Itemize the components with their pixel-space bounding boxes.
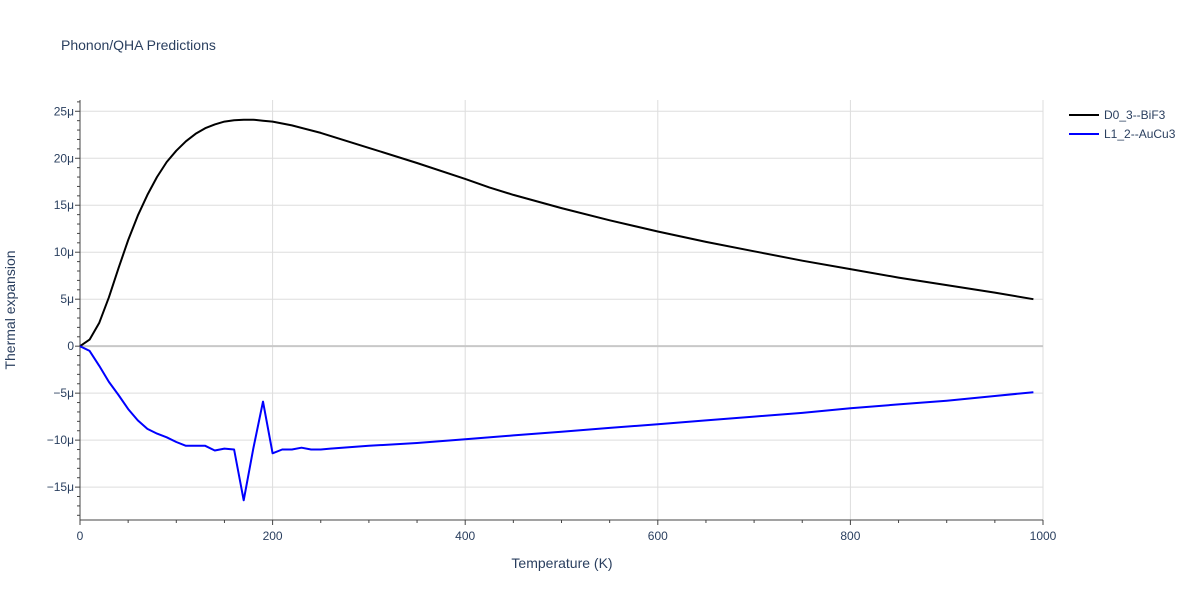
y-tick-label: 25μ [54,104,74,118]
x-tick-label: 800 [840,529,860,543]
y-tick-label: 10μ [54,245,74,259]
y-tick-label: 20μ [54,151,74,165]
x-tick-label: 0 [77,529,84,543]
y-tick-label: −15μ [47,480,74,494]
series-layer [79,118,1034,502]
series-line-l1-2-aucu3 [79,345,1034,502]
tick-label-layer: 0 200 400 600 800 1000 −15μ −10μ −5μ 0 5μ 10μ 15μ 20μ… [47,104,1057,543]
y-tick-label: −5μ [53,386,74,400]
y-tick-label: −10μ [47,433,74,447]
y-tick-label: 15μ [54,198,74,212]
x-tick-label: 200 [263,529,283,543]
y-axis-title: Thermal expansion [2,250,18,369]
x-tick-label: 400 [455,529,475,543]
chart-title: Phonon/QHA Predictions [61,37,216,53]
y-tick-label: 0 [67,339,74,353]
legend-item-l1-2-aucu3[interactable]: L1_2--AuCu3 [1069,127,1176,141]
legend-label-d0-3-bif3: D0_3--BiF3 [1104,108,1166,122]
x-axis-title: Temperature (K) [511,555,612,571]
series-line-d0-3-bif3 [79,118,1034,348]
legend-item-d0-3-bif3[interactable]: D0_3--BiF3 [1069,108,1166,122]
grid-layer [80,100,1044,520]
legend[interactable]: D0_3--BiF3 L1_2--AuCu3 [1069,108,1176,141]
x-tick-label: 1000 [1030,529,1057,543]
axis-layer [75,100,1044,525]
y-tick-label: 5μ [60,292,74,306]
legend-label-l1-2-aucu3: L1_2--AuCu3 [1104,127,1176,141]
x-tick-label: 600 [648,529,668,543]
